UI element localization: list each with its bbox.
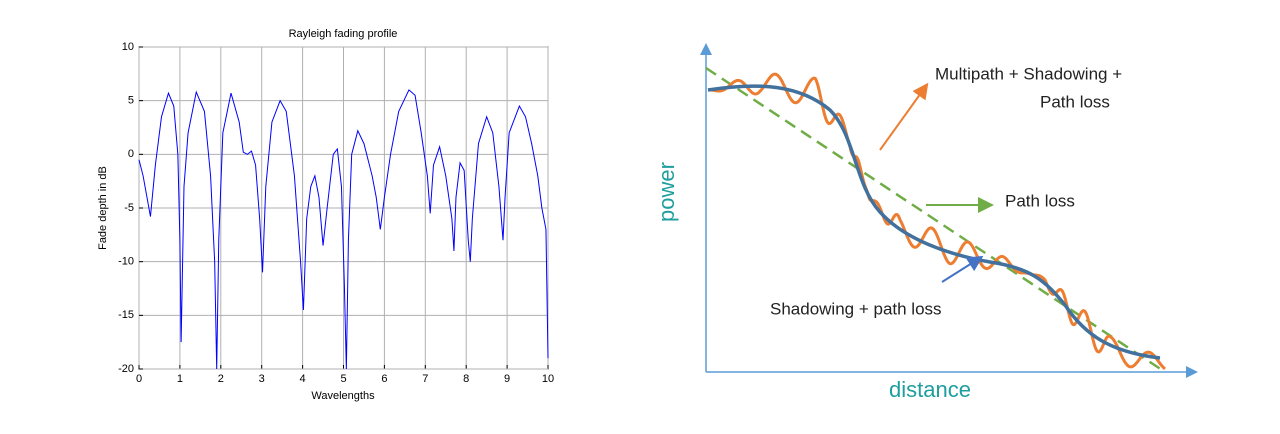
data-line — [138, 89, 549, 370]
x-tick-label: 4 — [300, 373, 306, 385]
x-tick-label: 3 — [259, 373, 265, 385]
y-axis-label: Fade depth in dB — [97, 166, 109, 250]
x-tick-label: 6 — [381, 373, 387, 385]
y-tick-label: -15 — [118, 309, 134, 321]
x-tick-label: 10 — [542, 373, 554, 385]
arrow — [879, 82, 929, 151]
y-tick-label: 5 — [128, 95, 134, 107]
arrow — [941, 255, 984, 283]
x-tick-label: 0 — [136, 373, 142, 385]
x-tick-label: 1 — [177, 373, 183, 385]
x-tick-label: 2 — [218, 373, 224, 385]
path-loss-line — [705, 66, 1166, 374]
y-tick-label: -5 — [124, 202, 134, 214]
x-tick-label: 9 — [504, 373, 510, 385]
y-tick-label: -20 — [118, 363, 134, 375]
chart-title: Rayleigh fading profile — [289, 28, 398, 40]
fading-diagram: Multipath + Shadowing + Path loss Path l… — [654, 43, 1198, 402]
multipath-curve — [707, 72, 1167, 371]
label: Path loss — [1040, 92, 1110, 111]
x-tick-label: 5 — [340, 373, 346, 385]
y-tick-label: -10 — [118, 256, 134, 268]
label: Path loss — [1005, 191, 1075, 210]
axis-label: distance — [889, 377, 971, 402]
y-tick-label: 0 — [128, 148, 134, 160]
axis-label: power — [654, 162, 679, 222]
x-tick-label: 7 — [422, 373, 428, 385]
label: Multipath + Shadowing + — [935, 64, 1122, 83]
fading-chart: Rayleigh fading profile Wavelengths Fade… — [97, 28, 554, 402]
label: Shadowing + path loss — [770, 299, 942, 318]
x-axis-label: Wavelengths — [311, 390, 375, 402]
shadowing-curve — [707, 84, 1161, 360]
x-tick-label: 8 — [463, 373, 469, 385]
y-tick-label: 10 — [122, 41, 134, 53]
